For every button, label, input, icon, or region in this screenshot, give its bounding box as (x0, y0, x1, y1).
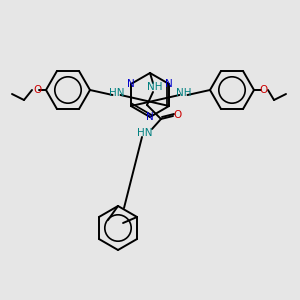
Text: O: O (174, 110, 182, 120)
Text: O: O (259, 85, 267, 95)
Text: O: O (33, 85, 41, 95)
Text: NH: NH (147, 82, 163, 92)
Text: N: N (165, 79, 173, 89)
Text: HN: HN (109, 88, 124, 98)
Text: NH: NH (176, 88, 191, 98)
Text: N: N (127, 79, 135, 89)
Text: N: N (146, 112, 154, 122)
Text: HN: HN (137, 128, 153, 138)
